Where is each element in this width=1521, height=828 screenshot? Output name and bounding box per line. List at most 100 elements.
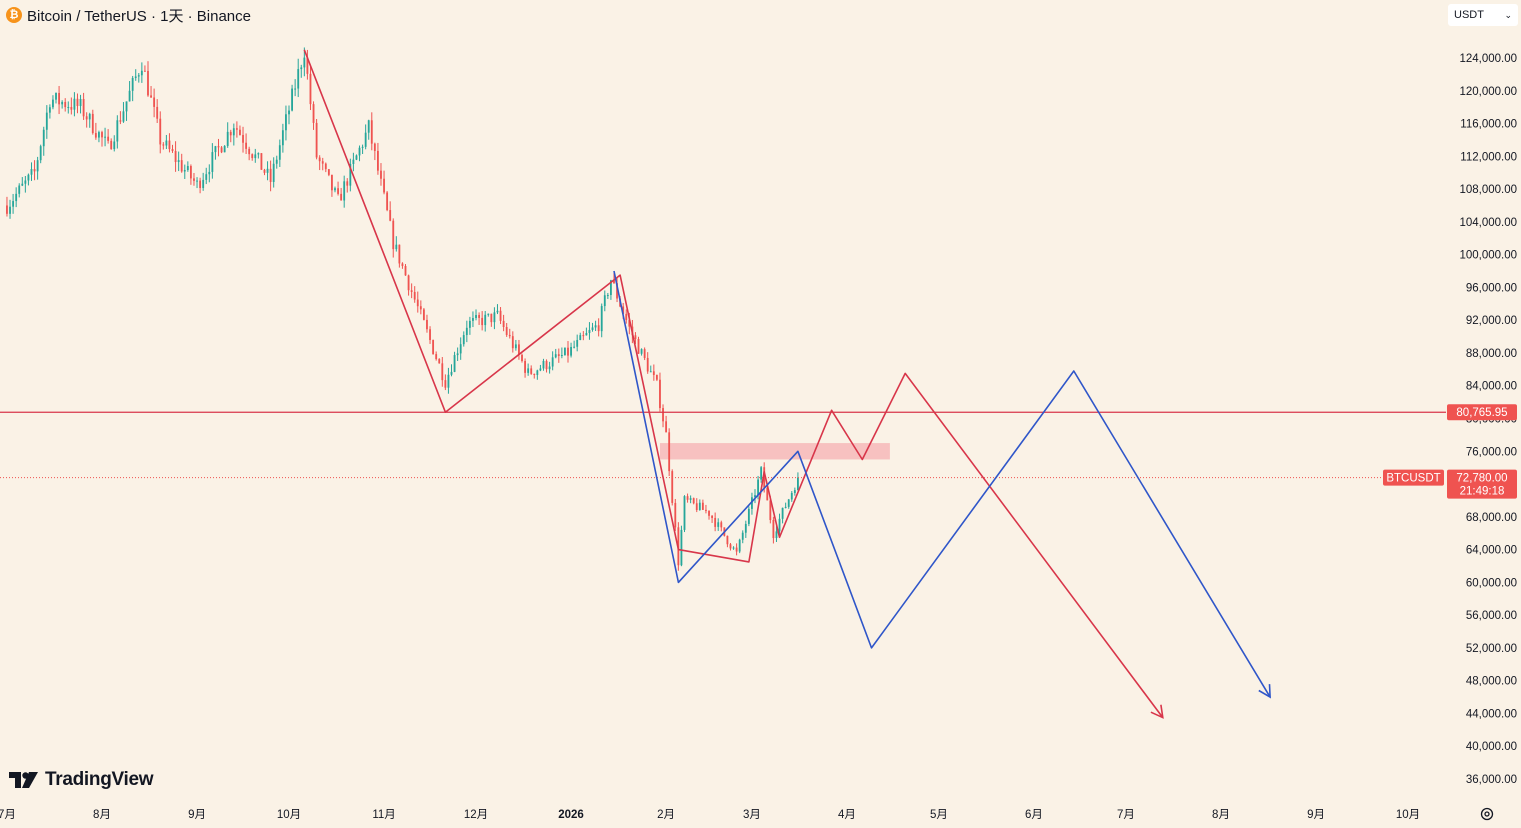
candle [331, 174, 333, 197]
candle-body [392, 220, 395, 250]
candle [364, 124, 367, 150]
candle-body [481, 317, 484, 326]
candle [518, 339, 520, 360]
candle [76, 93, 79, 114]
candle-body [600, 306, 603, 332]
candle-body [772, 520, 775, 539]
red-projection-path-arrowhead [1150, 704, 1164, 719]
candle-body [364, 132, 367, 147]
candle-body [331, 174, 333, 191]
candle-body [407, 275, 410, 291]
candle-body [527, 368, 530, 373]
candlestick-series [6, 47, 799, 571]
candle [104, 127, 106, 147]
candle [223, 145, 226, 153]
candle [613, 273, 615, 284]
candle [147, 61, 149, 97]
candle [156, 99, 159, 123]
candle-body [570, 346, 572, 356]
candle [582, 331, 585, 341]
candle [668, 428, 671, 477]
candle [548, 361, 551, 374]
y-tick-label: 104,000.00 [1459, 217, 1517, 229]
candle-body [416, 299, 419, 307]
candle [24, 175, 27, 193]
candle [419, 300, 422, 315]
currency-value: USDT [1454, 9, 1484, 21]
candle-body [15, 193, 18, 202]
candle [787, 498, 790, 509]
tradingview-logo[interactable]: TradingView [9, 768, 154, 792]
candle-body [665, 421, 668, 433]
candle [711, 515, 714, 523]
candle-body [58, 92, 60, 105]
candle [251, 153, 254, 161]
candle [39, 144, 42, 164]
candle [303, 47, 306, 77]
candle [784, 502, 787, 509]
candle [67, 101, 70, 114]
candle-body [643, 349, 646, 358]
candle-body [456, 353, 459, 356]
y-tick-label: 100,000.00 [1459, 250, 1517, 262]
candle-body [281, 130, 284, 146]
candle [714, 512, 717, 532]
candle [52, 95, 54, 110]
candle-body [257, 153, 260, 155]
candle [686, 493, 689, 503]
candle-body [24, 180, 27, 184]
candle [468, 316, 471, 335]
candle-body [125, 101, 128, 112]
candle-body [524, 360, 526, 373]
candle [465, 320, 468, 343]
candle-body [321, 161, 324, 164]
candle-body [628, 320, 631, 327]
candle [545, 359, 548, 373]
candle-body [683, 496, 686, 530]
candle-body [640, 349, 643, 354]
candle [754, 489, 756, 504]
candle [386, 191, 389, 212]
candle-body [763, 467, 766, 488]
candle-body [27, 174, 30, 181]
candle [355, 154, 358, 161]
candle-body [726, 535, 729, 545]
y-tick-label: 52,000.00 [1466, 643, 1517, 655]
candle [591, 322, 594, 332]
candle-body [12, 201, 15, 207]
candle-body [579, 335, 582, 340]
candle [281, 123, 284, 153]
candle [729, 542, 732, 551]
candle-body [705, 509, 707, 511]
candle-body [790, 493, 793, 500]
candle [346, 178, 349, 193]
candle [790, 491, 793, 502]
candle-body [714, 517, 717, 527]
candle [600, 303, 603, 338]
candle-body [616, 283, 618, 299]
candle [327, 169, 330, 177]
candle-body [376, 150, 379, 171]
candle [186, 161, 189, 172]
candle-body [171, 149, 174, 151]
candle-body [306, 57, 309, 74]
candle [199, 177, 202, 194]
x-tick-label: 6月 [1025, 809, 1043, 821]
candle-body [122, 111, 125, 122]
candle [655, 374, 658, 382]
y-tick-label: 40,000.00 [1466, 741, 1517, 753]
candle-body [646, 357, 649, 372]
candle [260, 153, 263, 170]
candle [551, 351, 554, 371]
gear-icon[interactable] [1478, 805, 1496, 823]
chart-title: Bitcoin / TetherUS · 1天 · Binance [27, 7, 251, 25]
currency-select[interactable]: USDT ⌄ [1448, 4, 1518, 26]
candle-body [358, 147, 361, 156]
candle [744, 520, 747, 538]
candle [177, 151, 180, 172]
candle [698, 499, 701, 511]
chart-header: ₿ Bitcoin / TetherUS · 1天 · Binance [6, 5, 251, 25]
candle-body [300, 67, 303, 70]
candle [349, 158, 352, 192]
